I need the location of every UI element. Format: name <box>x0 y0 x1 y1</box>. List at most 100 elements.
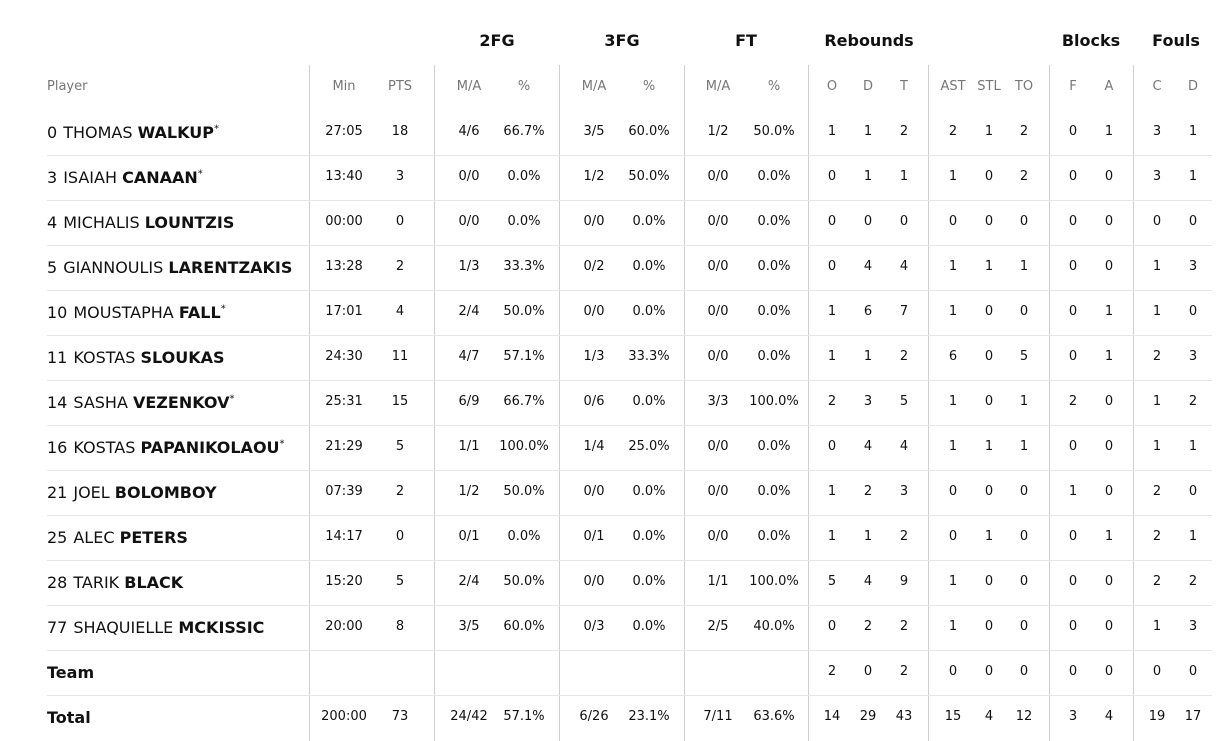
stat-cell: 07:39 <box>325 484 363 499</box>
stat-cell: 1 <box>948 304 958 319</box>
stat-cell: 4/7 <box>458 349 480 364</box>
stat-cell: 0.0% <box>507 169 541 184</box>
stat-cell: 3/5 <box>458 619 480 634</box>
stat-cell: 60.0% <box>503 619 545 634</box>
stat-cell: 66.7% <box>503 394 545 409</box>
stat-cell: 2 <box>395 259 405 274</box>
stat-cell: 2 <box>1152 529 1162 544</box>
stat-cell: 33.3% <box>503 259 545 274</box>
stat-cell: 50.0% <box>503 484 545 499</box>
player-name: 10 MOUSTAPHA FALL* <box>47 303 226 322</box>
stat-cell: 0/6 <box>583 394 605 409</box>
stat-cell: 2 <box>827 394 837 409</box>
stat-cell: 3 <box>1188 619 1198 634</box>
column-divider <box>684 65 685 741</box>
stat-cell: 1 <box>984 439 994 454</box>
column-divider <box>928 65 929 741</box>
stat-cell: 33.3% <box>628 349 670 364</box>
column-header: F <box>1069 79 1077 94</box>
stat-cell: 0/0 <box>707 259 729 274</box>
column-header: D <box>862 79 874 94</box>
stat-cell: 2 <box>899 529 909 544</box>
stat-cell: 00:00 <box>325 214 363 229</box>
group-header: Fouls <box>1152 31 1200 50</box>
row-label: Team <box>47 663 95 682</box>
stat-cell: 3 <box>1152 124 1162 139</box>
stat-cell: 4 <box>899 259 909 274</box>
stat-cell: 1 <box>948 259 958 274</box>
player-name: 5 GIANNOULIS LARENTZAKIS <box>47 258 292 277</box>
stat-cell: 2 <box>863 484 873 499</box>
player-number: 10 <box>47 303 68 322</box>
last-name: LOUNTZIS <box>144 213 235 232</box>
stat-cell: 1 <box>984 529 994 544</box>
stat-cell: 1 <box>863 124 873 139</box>
stat-cell: 17:01 <box>325 304 363 319</box>
stat-cell: 1/2 <box>583 169 605 184</box>
column-header: PTS <box>387 79 413 94</box>
stat-cell: 12 <box>1015 709 1033 724</box>
stat-cell: 25.0% <box>628 439 670 454</box>
player-number: 4 <box>47 213 58 232</box>
stat-cell: 1 <box>863 169 873 184</box>
stat-cell: 1/4 <box>583 439 605 454</box>
stat-cell: 0 <box>1068 574 1078 589</box>
stat-cell: 0.0% <box>632 484 666 499</box>
stat-cell: 1 <box>863 349 873 364</box>
last-name: CANAAN <box>122 168 198 187</box>
stat-cell: 0/0 <box>707 214 729 229</box>
stat-cell: 0/0 <box>583 214 605 229</box>
stat-cell: 0 <box>395 529 405 544</box>
stat-cell: 0 <box>1068 169 1078 184</box>
player-name: 4 MICHALIS LOUNTZIS <box>47 213 234 232</box>
stat-cell: 1 <box>1019 394 1029 409</box>
row-divider <box>47 695 1212 696</box>
stat-cell: 0 <box>1068 664 1078 679</box>
player-number: 0 <box>47 123 58 142</box>
stat-cell: 0.0% <box>632 259 666 274</box>
stat-cell: 1/1 <box>458 439 480 454</box>
stat-cell: 1 <box>948 619 958 634</box>
stat-cell: 0 <box>948 484 958 499</box>
first-name: SHAQUIELLE <box>73 618 174 637</box>
last-name: PAPANIKOLAOU <box>140 438 280 457</box>
column-header: STL <box>977 79 1001 94</box>
stat-cell: 60.0% <box>628 124 670 139</box>
stat-cell: 29 <box>859 709 877 724</box>
stat-cell: 1 <box>1019 439 1029 454</box>
first-name: GIANNOULIS <box>63 258 164 277</box>
stat-cell: 24/42 <box>450 709 488 724</box>
stat-cell: 1 <box>1188 439 1198 454</box>
row-divider <box>47 470 1212 471</box>
player-name: 3 ISAIAH CANAAN* <box>47 168 203 187</box>
stat-cell: 3 <box>395 169 405 184</box>
stat-cell: 66.7% <box>503 124 545 139</box>
stat-cell: 0/0 <box>707 529 729 544</box>
stat-cell: 18 <box>391 124 409 139</box>
column-header: % <box>517 79 531 94</box>
stat-cell: 0/0 <box>707 304 729 319</box>
stat-cell: 3 <box>1188 349 1198 364</box>
column-header: TO <box>1014 79 1034 94</box>
stat-cell: 0 <box>1068 214 1078 229</box>
stat-cell: 0 <box>899 214 909 229</box>
group-header: Blocks <box>1061 31 1121 50</box>
stat-cell: 2 <box>827 664 837 679</box>
stat-cell: 3 <box>863 394 873 409</box>
stat-cell: 0 <box>1019 304 1029 319</box>
stat-cell: 50.0% <box>503 304 545 319</box>
first-name: JOEL <box>73 483 110 502</box>
stat-cell: 1 <box>827 529 837 544</box>
stat-cell: 43 <box>895 709 913 724</box>
stat-cell: 0.0% <box>632 214 666 229</box>
stat-cell: 0/0 <box>707 349 729 364</box>
stat-cell: 100.0% <box>499 439 549 454</box>
player-name: 14 SASHA VEZENKOV* <box>47 393 234 412</box>
stat-cell: 2/4 <box>458 304 480 319</box>
stat-cell: 11 <box>391 349 409 364</box>
row-divider <box>47 515 1212 516</box>
column-header: D <box>1187 79 1199 94</box>
stat-cell: 1 <box>827 124 837 139</box>
stat-cell: 0 <box>984 574 994 589</box>
stat-cell: 0.0% <box>632 394 666 409</box>
